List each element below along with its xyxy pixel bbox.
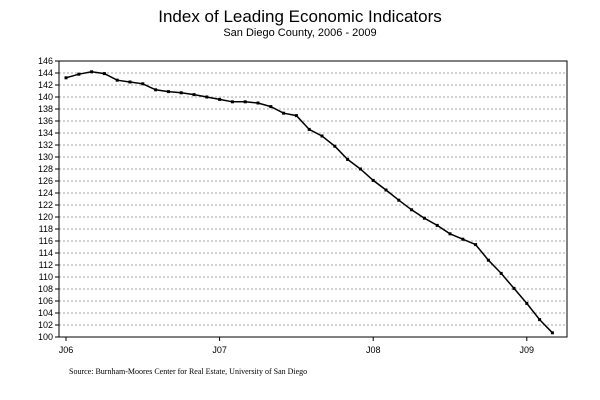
data-point [550,331,554,335]
data-point [333,144,337,148]
y-tick-label: 120 [38,212,53,222]
data-point [282,111,286,115]
data-point [179,91,183,95]
data-point [307,127,311,131]
series-line [65,71,553,334]
data-point [474,243,478,247]
data-point [448,232,452,236]
data-point [205,95,209,99]
y-tick-label: 104 [38,308,53,318]
data-point [422,216,426,220]
data-point [435,223,439,227]
y-tick-label: 142 [38,80,53,90]
y-tick-label: 130 [38,152,53,162]
data-point [230,100,234,104]
data-point [166,90,170,94]
y-tick-label: 100 [38,332,53,342]
chart-subtitle: San Diego County, 2006 - 2009 [223,27,377,39]
data-point [256,101,260,105]
chart-title: Index of Leading Economic Indicators [158,7,442,26]
data-point [64,76,68,80]
data-point [77,72,81,76]
y-tick-label: 134 [38,128,53,138]
data-point [538,318,542,322]
data-point [128,80,132,84]
data-point [102,72,106,76]
data-point [294,114,298,118]
y-tick-label: 116 [39,236,53,246]
y-tick-label: 128 [38,164,53,174]
data-points [64,70,554,335]
data-point [90,70,94,74]
source-note: Source: Burnham-Moores Center for Real E… [69,367,308,376]
y-tick-label: 140 [38,92,53,102]
y-tick-label: 146 [38,56,53,66]
y-tick-label: 126 [38,176,53,186]
y-tick-label: 112 [39,260,53,270]
y-tick-label: 122 [38,200,53,210]
data-point [154,88,158,92]
y-tick-label: 108 [38,284,53,294]
y-tick-label: 102 [38,320,53,330]
data-point [461,237,465,241]
data-point [371,178,375,182]
y-tick-label: 138 [38,104,53,114]
y-tick-label: 136 [38,116,53,126]
y-axis-tick-labels: 100 102 104 106 108 110 112 114 116 118 120 122 124 1… [38,56,59,342]
y-tick-label: 118 [39,224,53,234]
x-axis-tick-labels: J06 J07 J08 J09 [59,337,534,355]
data-point [115,78,119,82]
data-point [525,301,529,305]
data-point [512,286,516,290]
data-point [397,198,401,202]
y-tick-label: 110 [39,272,53,282]
y-tick-label: 106 [38,296,53,306]
data-point [320,134,324,138]
data-point [346,157,350,161]
y-tick-label: 144 [38,68,53,78]
data-point [486,258,490,262]
x-tick-label: J06 [59,345,74,355]
data-point [384,188,388,192]
data-point [192,93,196,97]
data-point [269,105,273,109]
data-point [218,97,222,101]
data-point [410,208,414,212]
x-tick-label: J08 [366,345,381,355]
y-tick-label: 124 [38,188,53,198]
plot-area-frame [58,60,568,338]
y-tick-label: 132 [38,140,53,150]
y-tick-label: 114 [39,248,53,258]
data-point [141,82,145,86]
data-point [358,167,362,171]
data-point [243,100,247,104]
x-tick-label: J07 [212,345,227,355]
gridlines [59,72,567,326]
data-point [499,271,503,275]
x-tick-label: J09 [520,345,535,355]
